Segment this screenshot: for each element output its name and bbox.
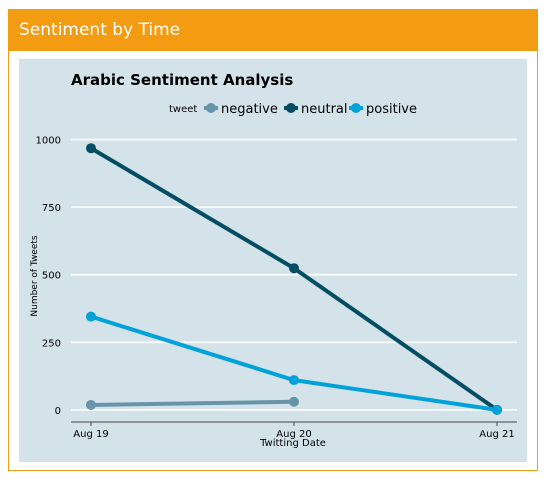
axes: Twitting Date Number of Tweets 0 250 500 75… [30,136,517,449]
data-point-positive [86,311,96,322]
y-tick-label: 750 [42,203,61,214]
y-tick-label: 500 [42,271,61,282]
data-point-positive [289,375,299,386]
legend-marker-neutral [286,103,296,113]
legend-label-negative: negative [221,102,278,117]
y-tick-label: 1000 [36,136,61,147]
x-axis-title: Twitting Date [259,438,326,449]
data-point-negative [86,399,96,410]
x-tick-label: Aug 21 [479,429,514,440]
data-point-positive [492,404,502,415]
panel-title: Sentiment by Time [9,10,537,51]
x-tick-label: Aug 20 [276,429,311,440]
legend: tweet negative neutral positive [169,102,417,117]
grid-lines [71,138,517,411]
data-point-negative [289,396,299,407]
y-tick-label: 250 [42,338,61,349]
legend-label-positive: positive [366,102,417,117]
legend-label-neutral: neutral [301,102,348,117]
legend-marker-positive [351,103,361,113]
y-tick-label: 0 [55,406,61,417]
chart-title: Arabic Sentiment Analysis [71,71,293,89]
x-tick-label: Aug 19 [73,429,108,440]
plot-background [19,60,527,461]
y-axis-title: Number of Tweets [30,235,40,317]
series-lines [86,143,502,415]
data-point-neutral [289,263,299,274]
data-point-neutral [86,143,96,154]
legend-marker-negative [206,103,216,113]
series-line-negative [89,399,296,407]
sentiment-line-chart: Arabic Sentiment Analysis tweet negative… [19,60,527,461]
legend-title: tweet [169,104,197,115]
